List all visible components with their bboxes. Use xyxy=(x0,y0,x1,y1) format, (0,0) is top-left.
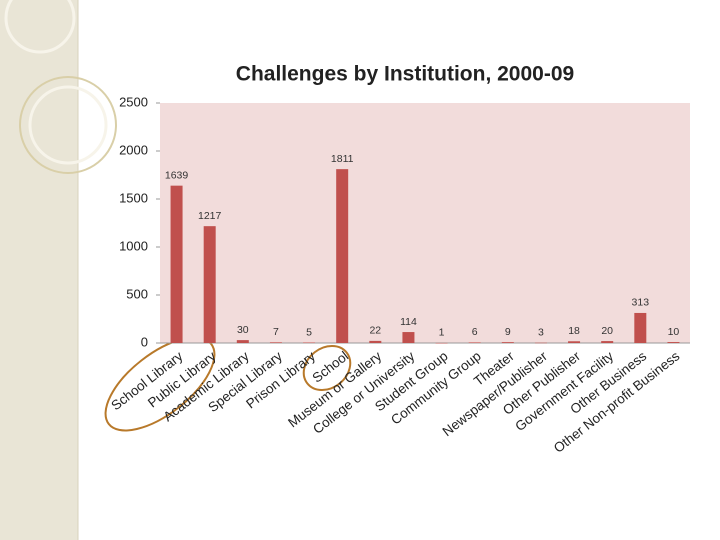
y-tick-label: 2500 xyxy=(119,94,148,109)
value-label: 1639 xyxy=(165,169,189,181)
bar xyxy=(303,342,316,344)
value-label: 114 xyxy=(400,316,417,328)
bar xyxy=(170,185,183,343)
bar xyxy=(601,341,614,343)
y-tick-label: 1000 xyxy=(119,238,148,253)
y-tick-label: 0 xyxy=(141,334,148,349)
side-strip xyxy=(0,0,78,540)
bar xyxy=(269,342,282,343)
value-label: 1811 xyxy=(331,153,354,165)
value-label: 3 xyxy=(538,326,544,338)
value-label: 20 xyxy=(601,325,613,337)
value-label: 6 xyxy=(472,326,478,338)
value-label: 313 xyxy=(632,297,650,309)
value-label: 18 xyxy=(568,325,580,337)
bar xyxy=(501,342,514,343)
decor-circle xyxy=(4,0,76,54)
plot-area xyxy=(160,103,690,343)
value-label: 7 xyxy=(273,326,279,338)
value-label: 5 xyxy=(306,326,312,338)
bar xyxy=(336,169,349,343)
bar xyxy=(435,342,448,344)
value-label: 1217 xyxy=(198,210,222,222)
y-tick-label: 1500 xyxy=(119,190,148,205)
highlight-ellipse xyxy=(302,344,352,392)
bar xyxy=(236,340,249,343)
bar xyxy=(369,340,382,343)
value-label: 9 xyxy=(505,326,511,338)
bar xyxy=(634,312,647,343)
bar xyxy=(402,332,415,343)
y-tick-label: 2000 xyxy=(119,142,148,157)
value-label: 30 xyxy=(237,324,249,336)
bar xyxy=(203,226,216,343)
y-tick-label: 500 xyxy=(126,286,148,301)
value-label: 22 xyxy=(369,325,381,337)
value-label: 1 xyxy=(439,327,445,339)
bar xyxy=(534,342,547,344)
decor-circle xyxy=(19,76,117,174)
highlight-ellipse xyxy=(104,336,216,432)
bar xyxy=(568,341,581,343)
chart-title: Challenges by Institution, 2000-09 xyxy=(236,63,574,86)
bar xyxy=(667,342,680,343)
bar xyxy=(468,342,481,343)
decor-circle xyxy=(28,85,108,165)
value-label: 10 xyxy=(668,326,680,338)
